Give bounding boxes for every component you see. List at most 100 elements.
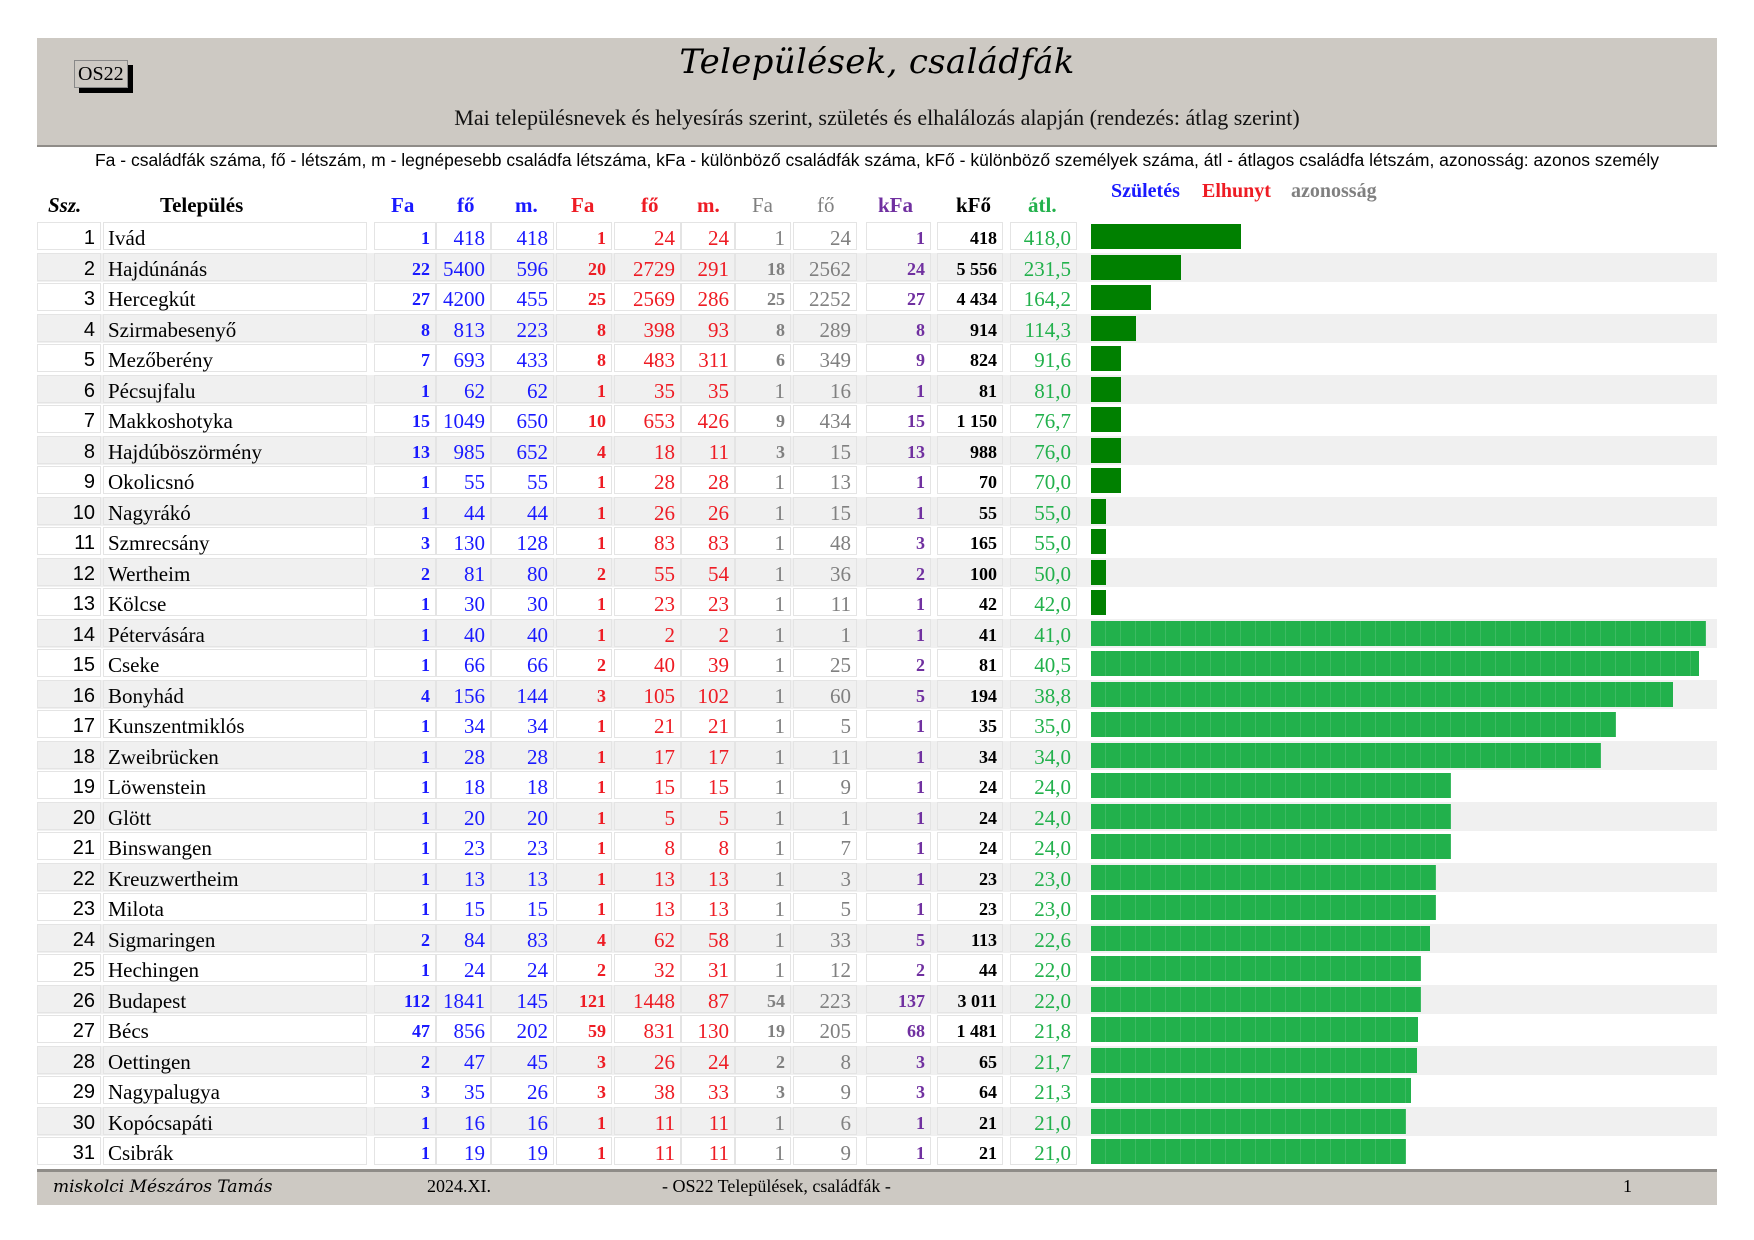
cell-identity-fa: 1	[735, 466, 791, 494]
cell-death-fo: 2729	[614, 252, 681, 281]
cell-kfo: 70	[937, 466, 1003, 494]
cell-identity-fo: 5	[793, 893, 857, 921]
cell-atl: 91,6	[1010, 344, 1077, 372]
cell-kfa: 1	[866, 1106, 931, 1135]
cell-kfo: 21	[937, 1106, 1003, 1135]
cell-death-fa: 1	[556, 832, 612, 860]
cell-death-m: 311	[681, 344, 735, 372]
cell-death-m: 13	[681, 893, 735, 921]
cell-birth-fa: 27	[374, 283, 436, 311]
document-code-badge: OS22	[74, 60, 128, 88]
cell-birth-fa: 1	[374, 893, 436, 921]
cell-identity-fa: 3	[735, 1076, 791, 1104]
cell-birth-fo: 23	[436, 832, 491, 860]
cell-atl: 22,0	[1010, 954, 1077, 982]
cell-kfa: 8	[866, 313, 931, 342]
cell-death-fa: 1	[556, 862, 612, 891]
cell-birth-m: 145	[491, 984, 554, 1013]
cell-identity-fo: 2252	[793, 283, 857, 311]
cell-death-m: 26	[681, 496, 735, 525]
cell-death-fa: 1	[556, 618, 612, 647]
col-header-kfo: kFő	[956, 193, 992, 217]
page-subtitle: Mai településnevek és helyesírás szerint…	[454, 105, 1300, 130]
cell-settlement-name: Szmrecsány	[103, 527, 367, 555]
cell-death-m: 31	[681, 954, 735, 982]
average-bar	[1091, 1078, 1411, 1103]
table-row: 8 Hajdúböszörmény 13 985 652 4 18 11 3 15 13 988 76,…	[37, 435, 1717, 466]
cell-death-m: 13	[681, 862, 735, 891]
cell-kfo: 24	[937, 771, 1003, 799]
cell-death-m: 15	[681, 771, 735, 799]
cell-identity-fo: 6	[793, 1106, 857, 1135]
footer-page-number: 1	[1623, 1176, 1632, 1196]
cell-ssz: 15	[37, 649, 101, 677]
cell-atl: 42,0	[1010, 588, 1077, 616]
cell-kfa: 5	[866, 679, 931, 708]
cell-death-fo: 13	[614, 862, 681, 891]
cell-identity-fa: 1	[735, 679, 791, 708]
cell-kfa: 1	[866, 801, 931, 830]
cell-death-m: 17	[681, 740, 735, 769]
table-row: 24 Sigmaringen 2 84 83 4 62 58 1 33 5 113 22,6	[37, 923, 1717, 954]
cell-ssz: 8	[37, 435, 101, 464]
cell-identity-fo: 349	[793, 344, 857, 372]
cell-ssz: 30	[37, 1106, 101, 1135]
cell-death-fa: 25	[556, 283, 612, 311]
cell-kfa: 3	[866, 1045, 931, 1074]
page-footer: miskolci Mészáros Tamás 2024.XI. - OS22 …	[37, 1169, 1717, 1205]
cell-birth-fo: 55	[436, 466, 491, 494]
cell-identity-fa: 1	[735, 801, 791, 830]
col-header-death-fa: Fa	[571, 193, 595, 217]
cell-birth-m: 433	[491, 344, 554, 372]
cell-atl: 35,0	[1010, 710, 1077, 738]
cell-atl: 21,8	[1010, 1015, 1077, 1043]
cell-birth-fa: 1	[374, 710, 436, 738]
cell-death-fa: 1	[556, 496, 612, 525]
cell-kfo: 42	[937, 588, 1003, 616]
cell-ssz: 9	[37, 466, 101, 494]
cell-birth-fo: 34	[436, 710, 491, 738]
cell-identity-fa: 1	[735, 862, 791, 891]
cell-birth-m: 40	[491, 618, 554, 647]
cell-birth-fa: 47	[374, 1015, 436, 1043]
col-header-birth-fa: Fa	[391, 193, 415, 217]
cell-kfo: 81	[937, 649, 1003, 677]
cell-death-m: 28	[681, 466, 735, 494]
cell-death-m: 93	[681, 313, 735, 342]
average-bar	[1091, 529, 1106, 554]
cell-ssz: 6	[37, 374, 101, 403]
cell-identity-fo: 434	[793, 405, 857, 433]
col-header-birth-m: m.	[515, 193, 538, 217]
cell-death-fo: 17	[614, 740, 681, 769]
cell-birth-fa: 2	[374, 923, 436, 952]
cell-settlement-name: Ivád	[103, 222, 367, 250]
cell-kfa: 1	[866, 496, 931, 525]
table-row: 7 Makkoshotyka 15 1049 650 10 653 426 9 434 15 1 15…	[37, 404, 1717, 435]
col-header-death-m: m.	[697, 193, 720, 217]
cell-identity-fa: 3	[735, 435, 791, 464]
table-row: 2 Hajdúnánás 22 5400 596 20 2729 291 18 2562 24 5 5…	[37, 252, 1717, 283]
cell-identity-fo: 15	[793, 496, 857, 525]
cell-ssz: 28	[37, 1045, 101, 1074]
table-row: 13 Kölcse 1 30 30 1 23 23 1 11 1 42 42,0	[37, 587, 1717, 618]
cell-kfa: 1	[866, 740, 931, 769]
cell-identity-fo: 33	[793, 923, 857, 952]
cell-identity-fa: 19	[735, 1015, 791, 1043]
cell-kfo: 24	[937, 801, 1003, 830]
cell-death-m: 426	[681, 405, 735, 433]
cell-ssz: 31	[37, 1137, 101, 1165]
cell-identity-fa: 1	[735, 374, 791, 403]
cell-kfa: 1	[866, 832, 931, 860]
cell-settlement-name: Hajdúböszörmény	[103, 435, 367, 464]
cell-birth-fo: 15	[436, 893, 491, 921]
cell-settlement-name: Binswangen	[103, 832, 367, 860]
cell-kfo: 824	[937, 344, 1003, 372]
average-bar	[1091, 254, 1181, 280]
cell-death-m: 291	[681, 252, 735, 281]
cell-death-fa: 20	[556, 252, 612, 281]
cell-identity-fa: 1	[735, 222, 791, 250]
cell-kfa: 13	[866, 435, 931, 464]
cell-birth-fa: 1	[374, 862, 436, 891]
cell-birth-fo: 35	[436, 1076, 491, 1104]
row-background	[37, 1106, 1717, 1136]
